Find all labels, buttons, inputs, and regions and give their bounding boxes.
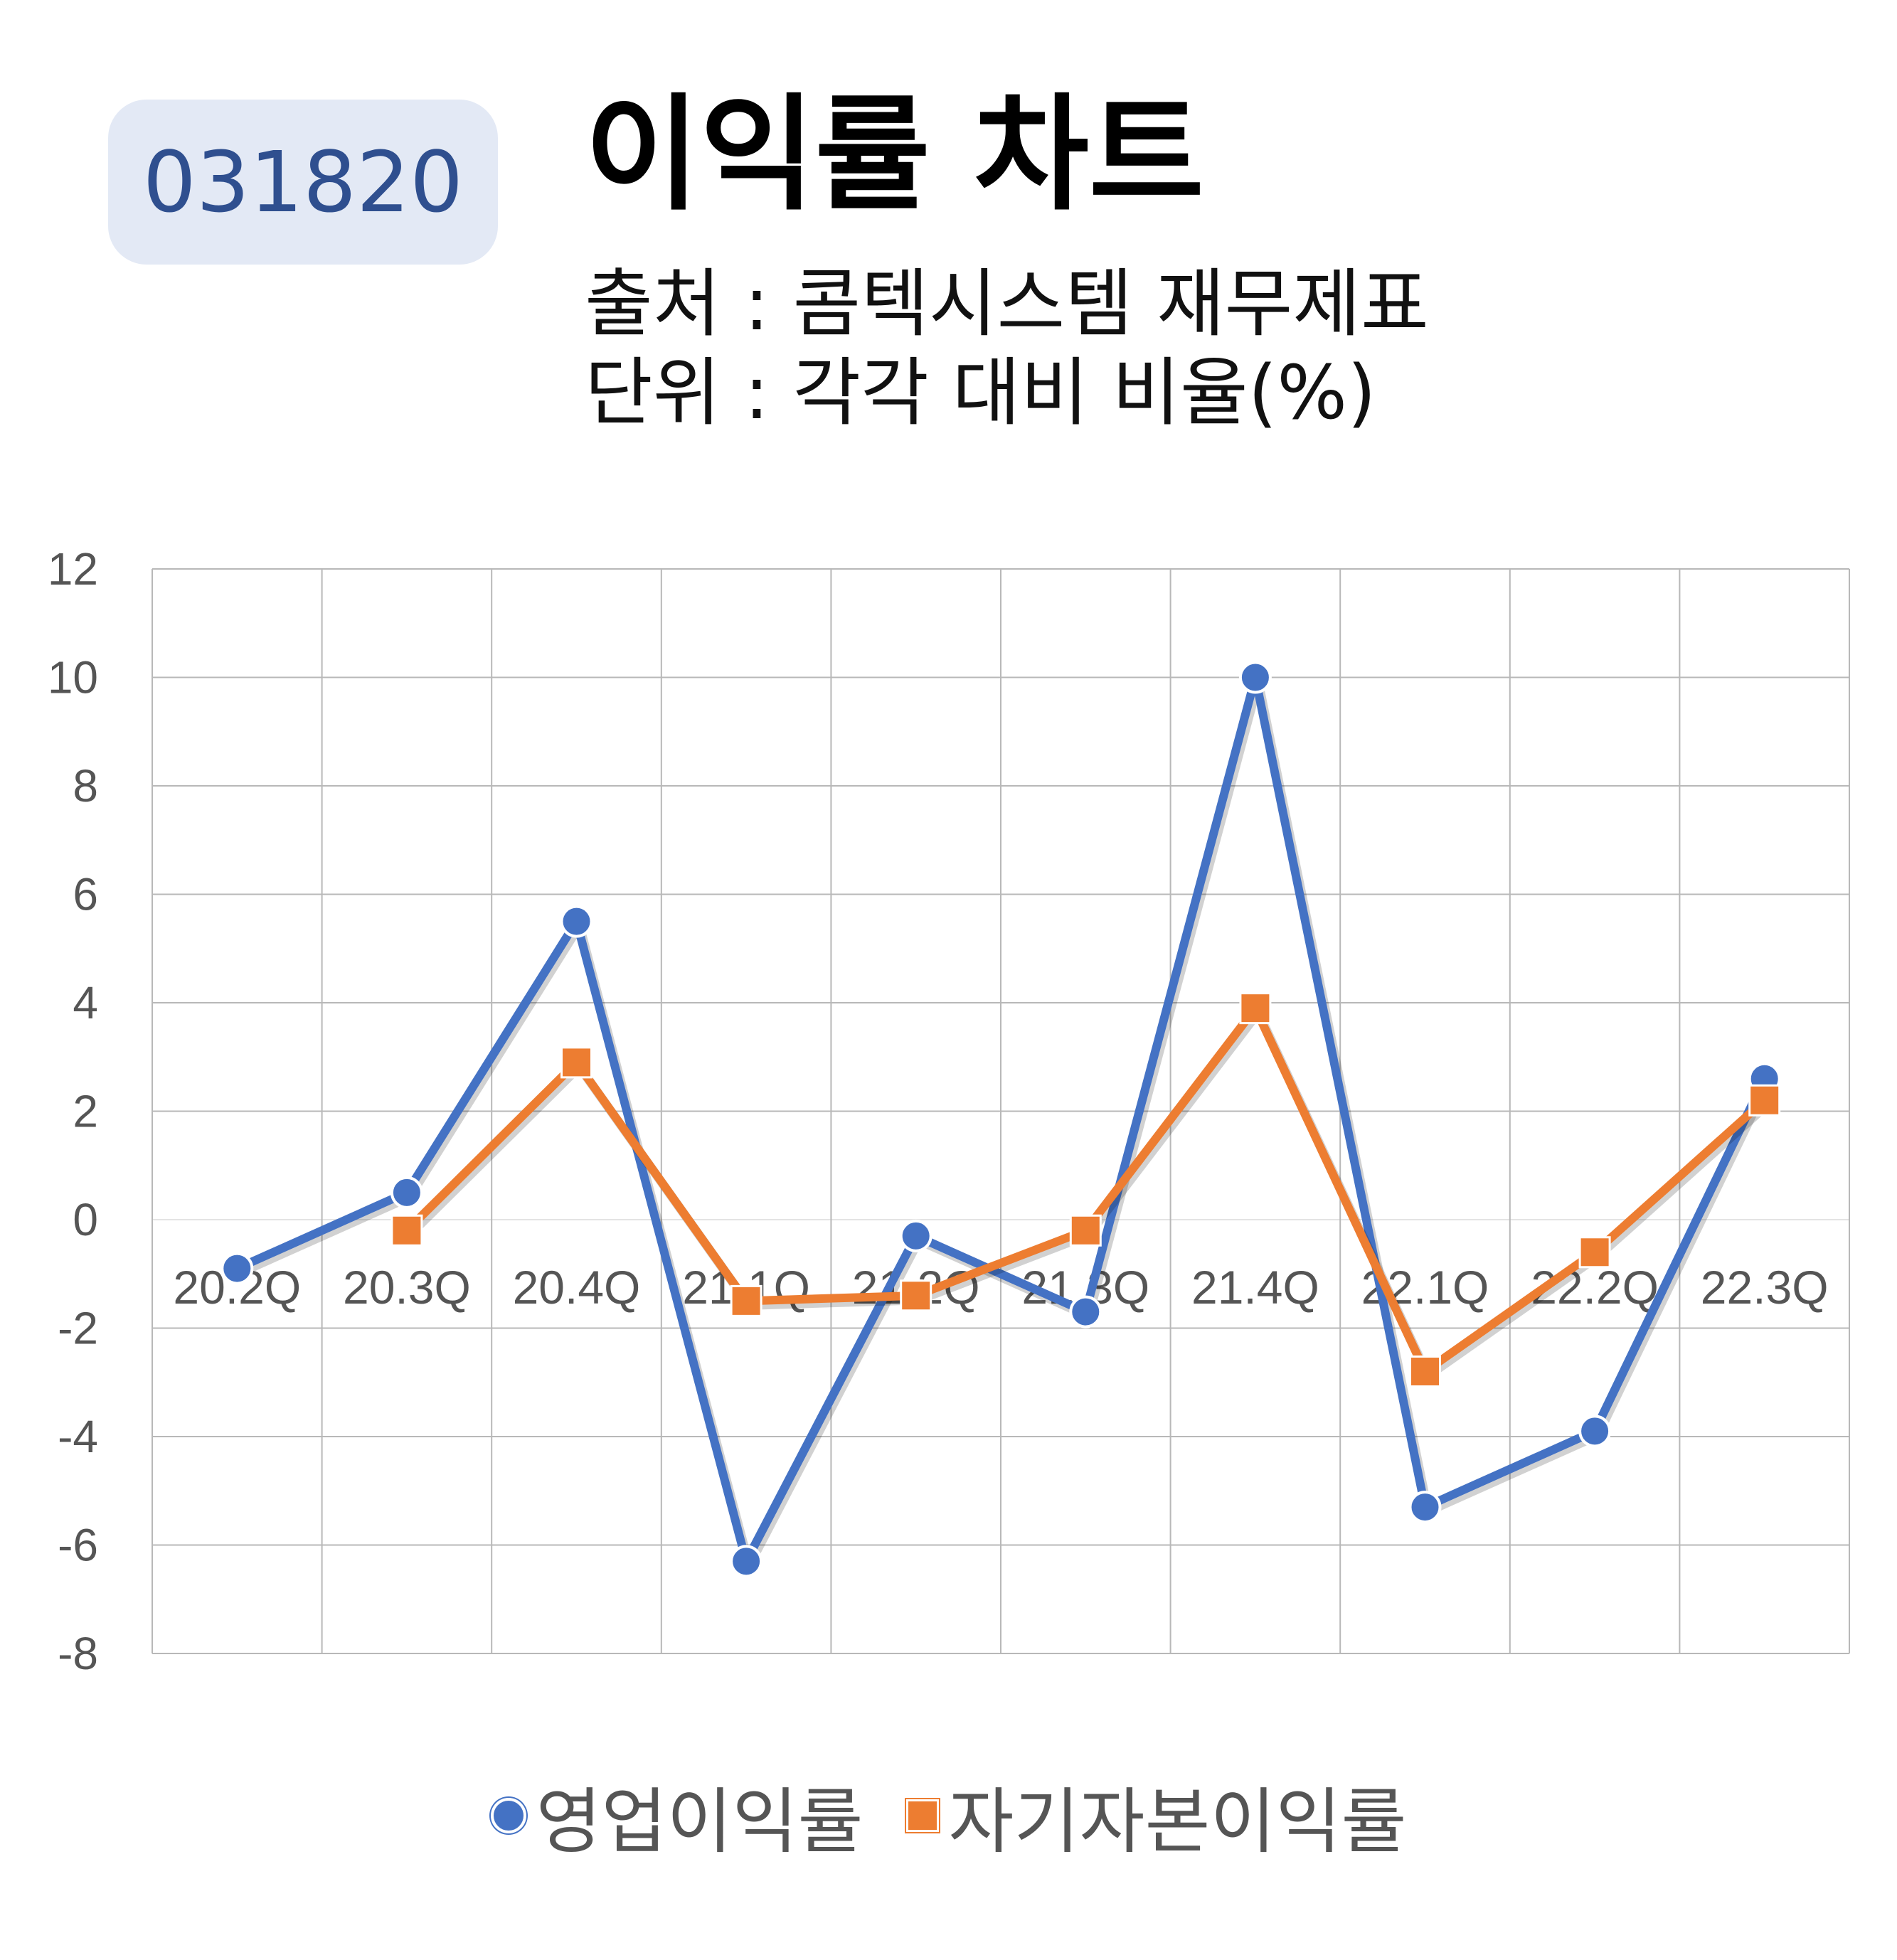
chart-title: 이익률 차트 [585,82,1204,228]
data-point-roe [1069,1214,1102,1247]
chart-legend: 영업이익률 자기자본이익률 [0,1764,1897,1867]
y-tick-label: 8 [73,760,98,811]
y-tick-label: 0 [73,1194,98,1245]
data-point-roe [1578,1236,1611,1269]
y-tick-label: -6 [58,1520,98,1571]
data-point-operating-margin [1238,661,1272,694]
series-line-operating-margin [235,673,1769,1566]
x-tick-label: 21.4Q [1191,1261,1319,1314]
legend-label-roe: 자기자본이익률 [948,1780,1407,1863]
y-tick-label: -4 [58,1411,98,1462]
data-point-operating-margin [220,1252,254,1285]
y-tick-label: -2 [58,1303,98,1354]
data-point-operating-margin [390,1176,423,1209]
legend-item-operating-margin: 영업이익률 [490,1764,864,1867]
square-marker-icon [905,1799,939,1832]
data-point-operating-margin [899,1219,932,1252]
x-tick-label: 20.4Q [513,1261,641,1314]
legend-item-roe: 자기자본이익률 [905,1764,1407,1867]
stock-code: 031820 [142,133,464,231]
data-point-roe [1748,1084,1781,1117]
data-point-operating-margin [730,1545,763,1578]
x-tick-label: 22.3Q [1701,1261,1829,1314]
data-point-operating-margin [1069,1295,1102,1328]
data-point-operating-margin [560,905,593,938]
unit-text: 단위 : 각각 대비 비율(%) [585,349,1376,436]
data-point-roe [1239,992,1272,1025]
y-tick-label: 4 [73,977,98,1028]
stock-code-badge: 031820 [108,100,498,265]
y-tick-label: 12 [48,543,98,595]
x-tick-label: 20.3Q [343,1261,471,1314]
data-point-operating-margin [1578,1415,1612,1448]
legend-label-operating-margin: 영업이익률 [536,1780,864,1863]
data-point-roe [730,1284,762,1317]
series-line-shadow [238,677,1772,1570]
source-text: 출처 : 콤텍시스템 재무제표 [585,260,1429,347]
y-tick-label: 10 [48,652,98,703]
data-point-roe [560,1046,593,1079]
line-chart: 121086420-2-4-6-820.2Q20.3Q20.4Q21.1Q21.… [48,543,1850,1679]
circle-marker-icon [490,1797,526,1833]
data-point-operating-margin [1408,1491,1442,1524]
data-point-roe [390,1214,423,1247]
y-tick-label: 2 [73,1086,98,1137]
data-point-roe [900,1279,932,1312]
y-tick-label: -8 [58,1628,98,1679]
data-point-roe [1409,1356,1441,1388]
y-tick-label: 6 [73,869,98,920]
